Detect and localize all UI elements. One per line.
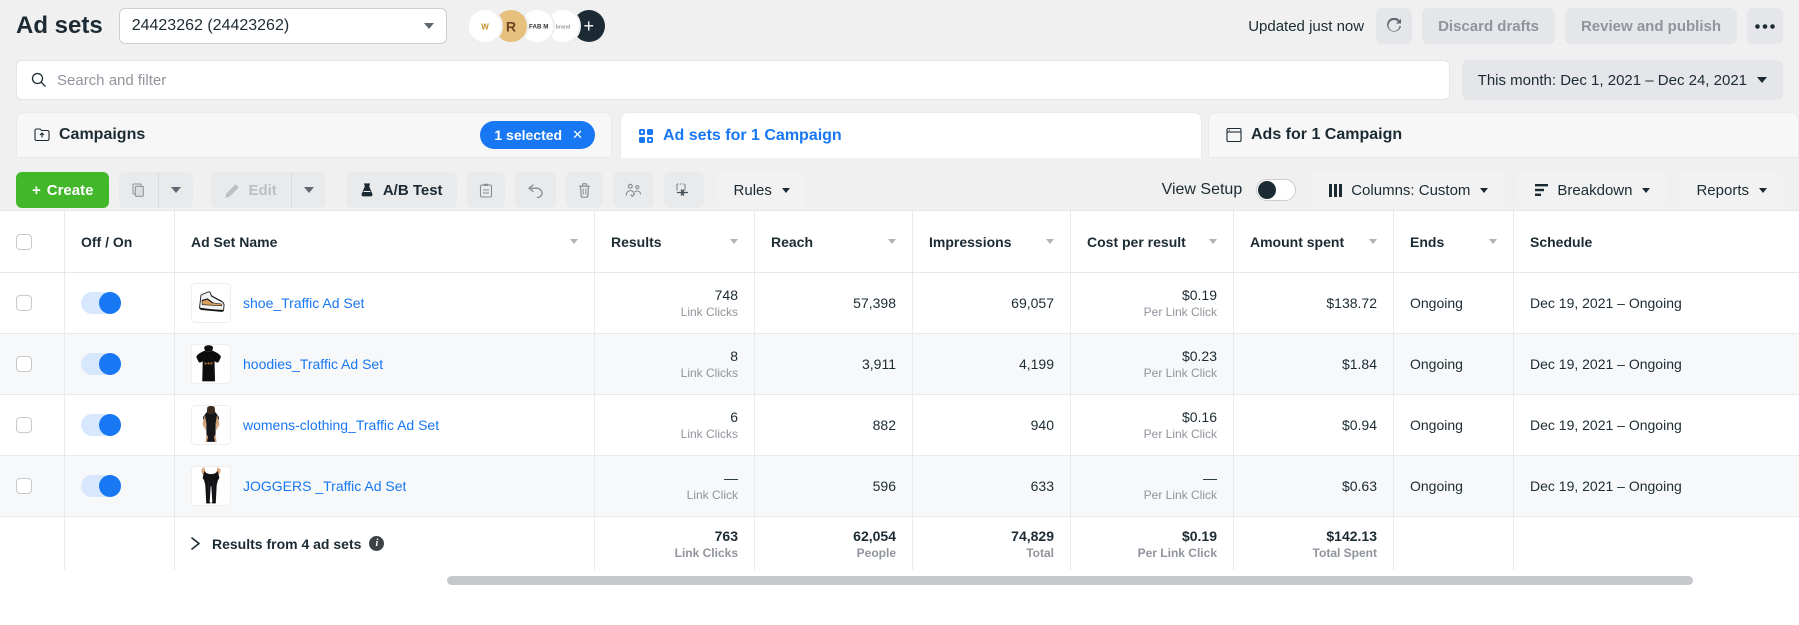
svg-text:◆◆◆: ◆◆◆ — [203, 361, 214, 365]
svg-text:brand: brand — [555, 25, 570, 31]
svg-text:R: R — [506, 19, 516, 35]
svg-text:W: W — [481, 23, 489, 32]
svg-text:2FAB M: 2FAB M — [525, 24, 548, 31]
